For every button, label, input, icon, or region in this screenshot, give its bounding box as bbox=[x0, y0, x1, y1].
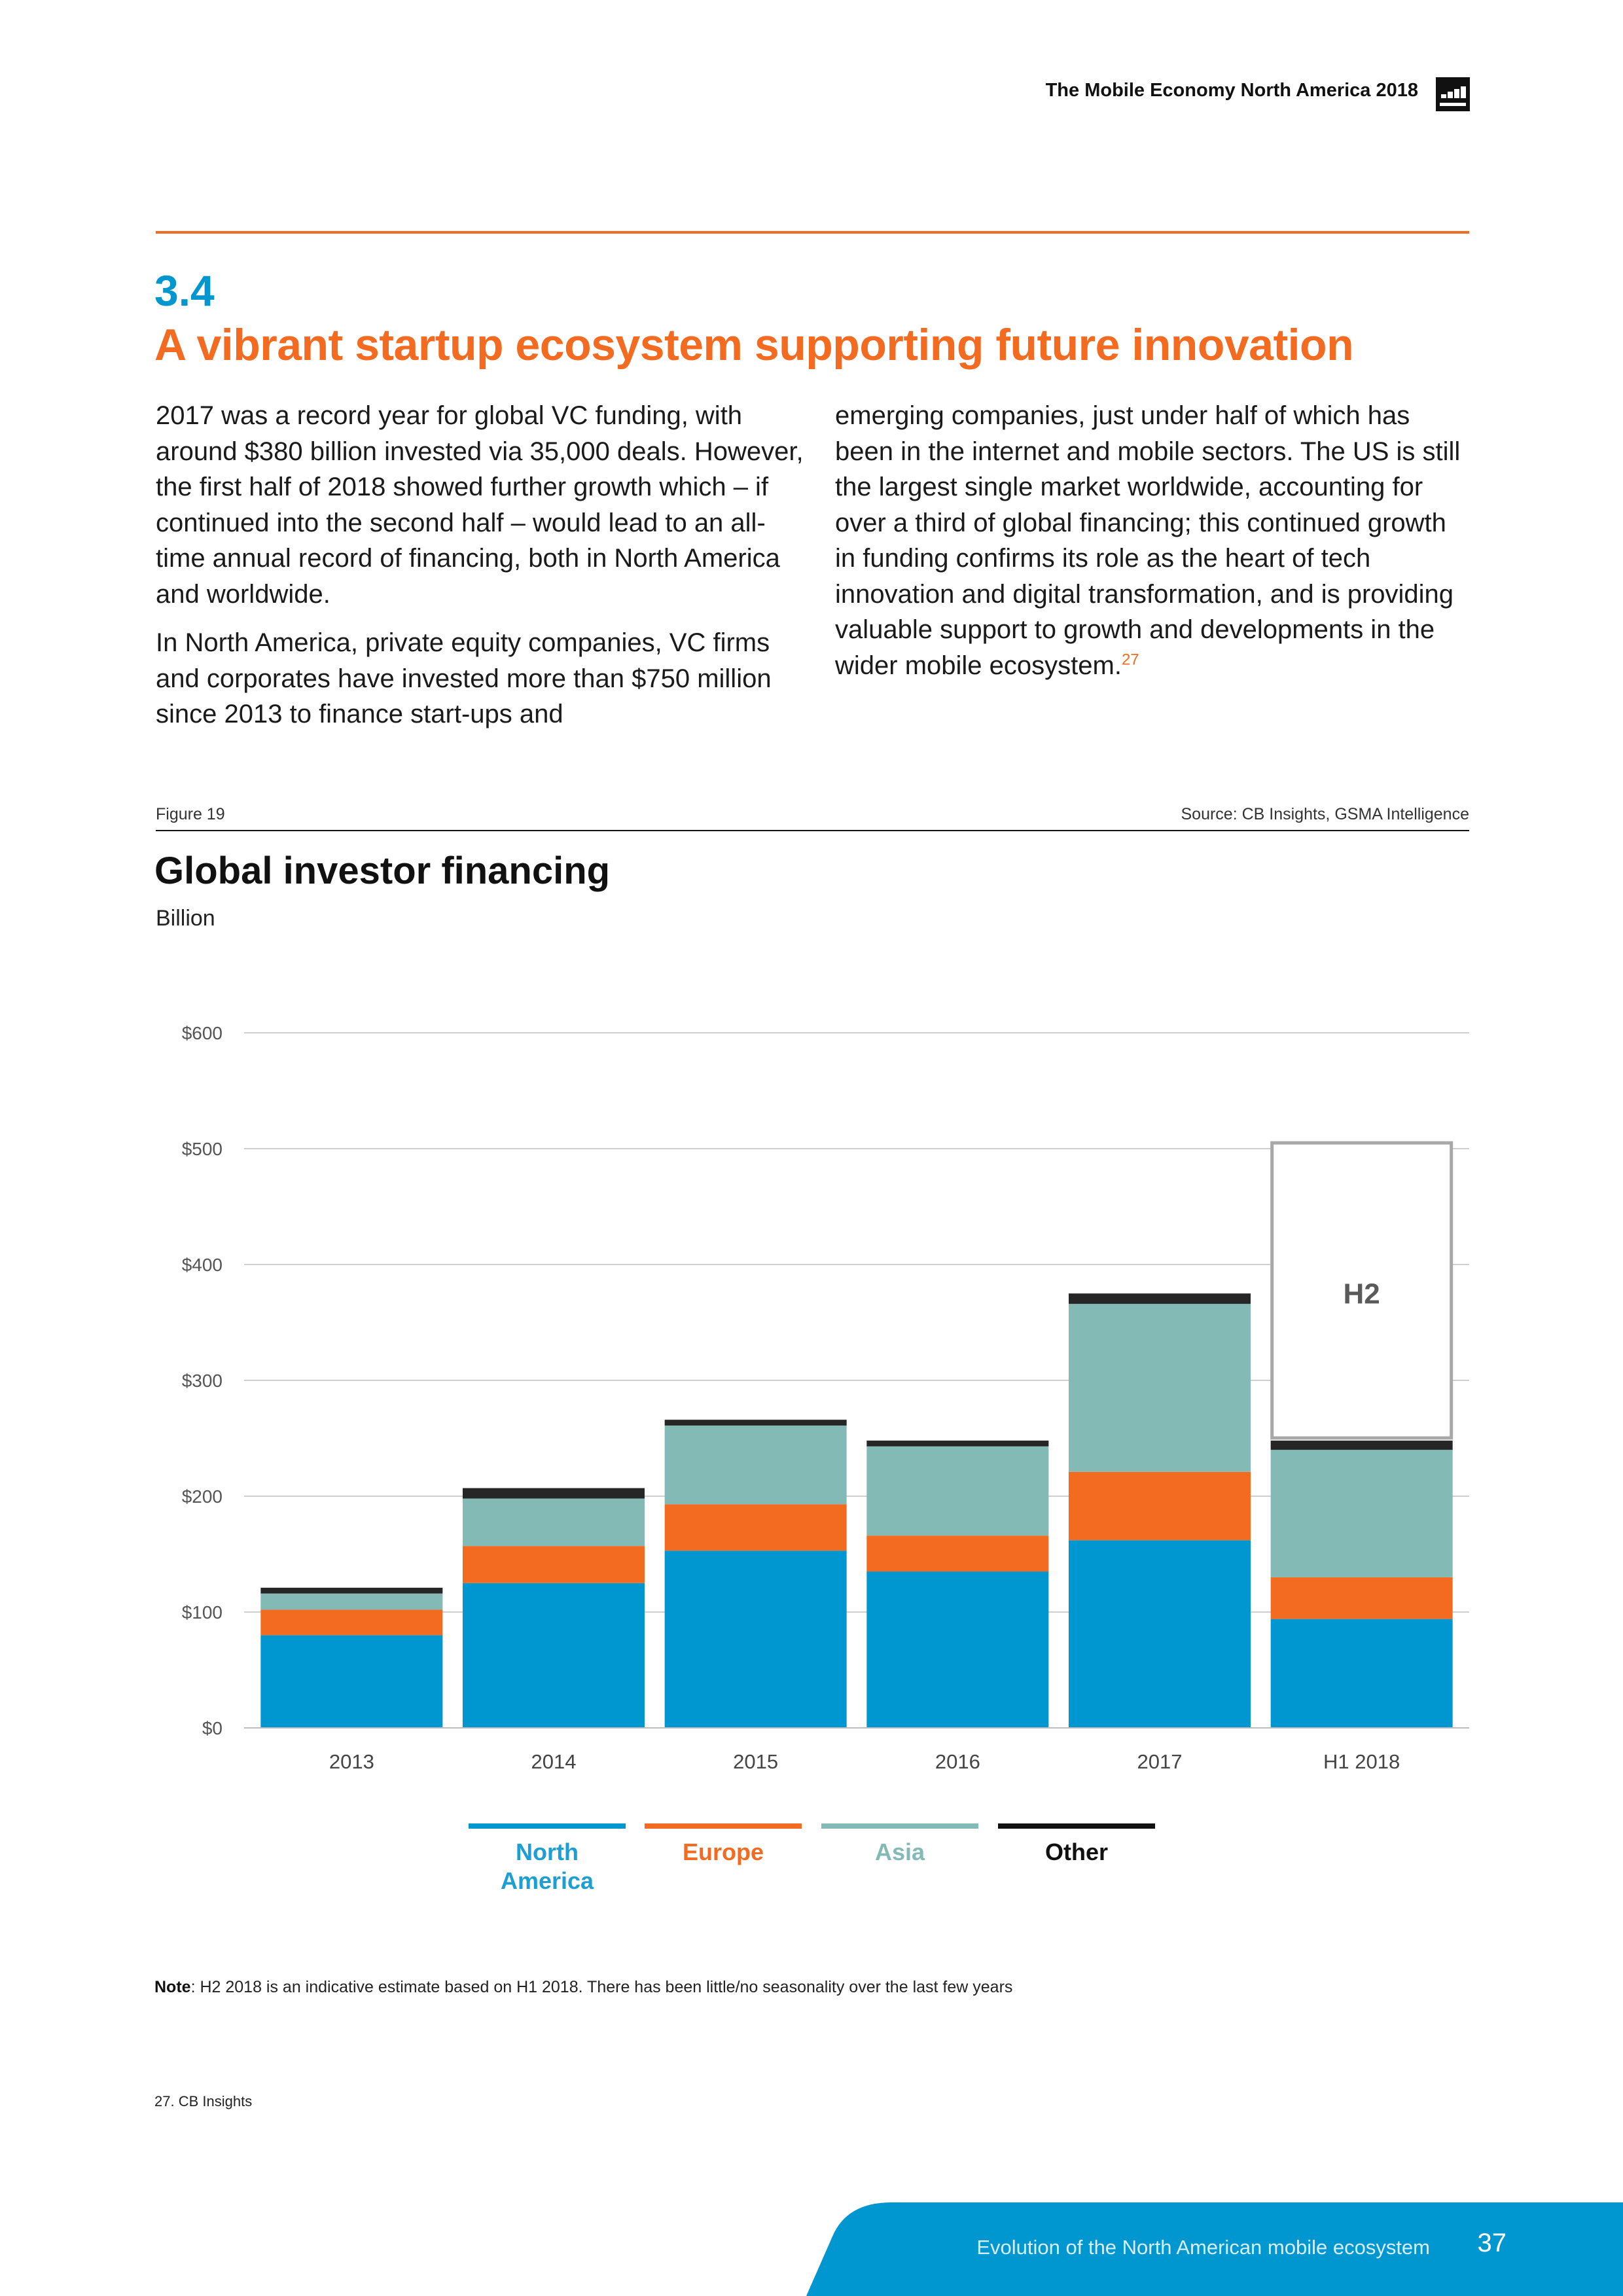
figure-source: Source: CB Insights, GSMA Intelligence bbox=[1181, 805, 1470, 823]
bar-segment bbox=[866, 1446, 1049, 1536]
y-tick-label: $500 bbox=[182, 1139, 223, 1159]
body-left-column: 2017 was a record year for global VC fun… bbox=[156, 398, 810, 745]
running-header-title: The Mobile Economy North America 2018 bbox=[1045, 80, 1418, 101]
note-text: : H2 2018 is an indicative estimate base… bbox=[190, 1978, 1013, 1996]
legend-swatch bbox=[998, 1823, 1155, 1829]
legend-label: Asia bbox=[874, 1839, 925, 1865]
page-number: 37 bbox=[1477, 2229, 1507, 2257]
legend-label: North bbox=[516, 1839, 579, 1865]
bar-segment bbox=[463, 1583, 645, 1728]
chart-unit: Billion bbox=[156, 906, 215, 931]
chart-title: Global investor financing bbox=[154, 850, 611, 892]
figure-rule bbox=[156, 830, 1469, 831]
legend-europe: Europe bbox=[645, 1823, 802, 1867]
legend-swatch bbox=[645, 1823, 802, 1829]
body-paragraph: In North America, private equity compani… bbox=[156, 628, 772, 728]
note-label: Note bbox=[154, 1978, 191, 1996]
chart-note: Note: H2 2018 is an indicative estimate … bbox=[154, 1978, 1012, 1997]
legend-label: Europe bbox=[682, 1839, 764, 1865]
y-tick-label: $600 bbox=[182, 1023, 223, 1043]
bar-segment bbox=[260, 1609, 443, 1636]
body-paragraph: emerging companies, just under half of w… bbox=[835, 401, 1461, 680]
body-right-column: emerging companies, just under half of w… bbox=[835, 398, 1471, 696]
legend-asia: Asia bbox=[821, 1823, 978, 1867]
bar-segment bbox=[664, 1551, 847, 1728]
bar-segment bbox=[1270, 1577, 1453, 1619]
h2-estimate-label: H2 bbox=[1344, 1278, 1380, 1310]
bar-segment bbox=[260, 1593, 443, 1610]
bar-segment bbox=[1270, 1450, 1453, 1577]
stacked-bar-chart: $0 $100 $200 $300 $400 $500 $600 2013 2014 2015 20… bbox=[182, 1023, 1469, 1773]
legend-other: Other bbox=[998, 1823, 1155, 1867]
bar-segment bbox=[463, 1488, 645, 1499]
bar-segment bbox=[1270, 1619, 1453, 1728]
footer-chapter-title: Evolution of the North American mobile e… bbox=[976, 2236, 1430, 2259]
bar-segment bbox=[866, 1571, 1049, 1728]
x-tick-label: 2017 bbox=[1137, 1750, 1183, 1773]
bar-segment bbox=[664, 1426, 847, 1505]
bar-segment bbox=[463, 1546, 645, 1583]
section-number: 3.4 bbox=[154, 266, 215, 315]
bar-segment bbox=[1069, 1293, 1251, 1304]
x-tick-label: 2016 bbox=[935, 1750, 980, 1773]
h2-estimate-box bbox=[1270, 1141, 1454, 1440]
bar-segment bbox=[463, 1498, 645, 1547]
x-tick-label: 2015 bbox=[733, 1750, 778, 1773]
bar-segment bbox=[260, 1587, 443, 1594]
y-tick-label: $0 bbox=[202, 1718, 223, 1738]
bar-segment bbox=[1270, 1441, 1453, 1450]
bar-segment bbox=[664, 1420, 847, 1426]
bar-segment bbox=[1069, 1471, 1251, 1541]
gsma-logo-icon bbox=[1436, 77, 1470, 111]
footnote: 27. CB Insights bbox=[154, 2093, 253, 2109]
section-title: A vibrant startup ecosystem supporting f… bbox=[154, 320, 1354, 370]
legend-label: America bbox=[500, 1867, 594, 1894]
footer-band bbox=[806, 2202, 1623, 2296]
x-tick-label: 2013 bbox=[329, 1750, 374, 1773]
section-divider bbox=[156, 231, 1469, 234]
x-tick-label: 2014 bbox=[531, 1750, 577, 1773]
bar-segment bbox=[260, 1635, 443, 1728]
legend-swatch bbox=[821, 1823, 978, 1829]
legend-north-america: North America bbox=[469, 1823, 626, 1895]
y-tick-label: $100 bbox=[182, 1602, 223, 1623]
legend-swatch bbox=[469, 1823, 626, 1829]
footnote-reference[interactable]: 27 bbox=[1121, 651, 1139, 669]
body-paragraph: 2017 was a record year for global VC fun… bbox=[156, 401, 804, 609]
legend-label: Other bbox=[1044, 1839, 1108, 1865]
figure-label: Figure 19 bbox=[156, 805, 225, 823]
bar-segment bbox=[1069, 1540, 1251, 1728]
y-tick-label: $300 bbox=[182, 1371, 223, 1391]
bar-segment bbox=[1069, 1304, 1251, 1472]
bar-segment bbox=[866, 1535, 1049, 1572]
bar-segment bbox=[866, 1441, 1049, 1446]
y-tick-label: $200 bbox=[182, 1486, 223, 1507]
y-tick-label: $400 bbox=[182, 1255, 223, 1275]
bar-segment bbox=[664, 1504, 847, 1551]
x-tick-label: H1 2018 bbox=[1323, 1750, 1400, 1773]
